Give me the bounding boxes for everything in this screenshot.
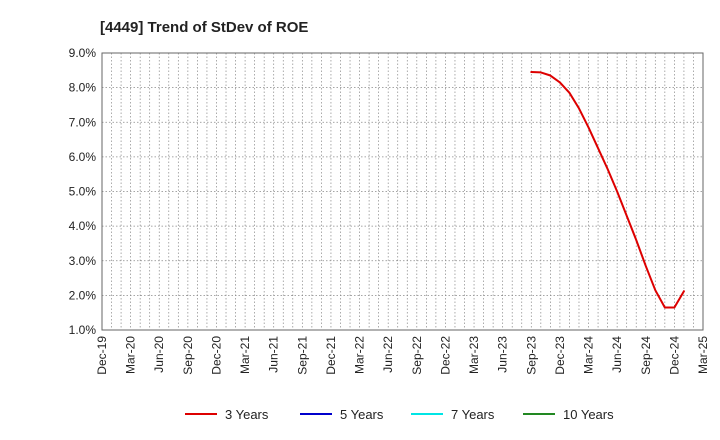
x-tick-label: Dec-24	[667, 336, 681, 375]
x-tick-label: Dec-23	[553, 336, 567, 375]
x-tick-label: Mar-24	[582, 336, 596, 374]
y-tick-label: 2.0%	[69, 288, 97, 302]
y-tick-label: 6.0%	[69, 150, 97, 164]
x-tick-label: Jun-23	[496, 336, 510, 373]
y-tick-label: 1.0%	[69, 323, 97, 337]
x-tick-label: Sep-20	[181, 336, 195, 375]
plot-frame	[101, 52, 704, 331]
x-tick-label: Dec-20	[209, 336, 223, 375]
x-tick-label: Dec-21	[324, 336, 338, 375]
legend-label: 10 Years	[563, 407, 614, 422]
x-tick-label: Mar-23	[467, 336, 481, 374]
x-tick-label: Sep-23	[524, 336, 538, 375]
plot-area: 1.0% 2.0% 3.0% 4.0% 5.0% 6.0% 7.0% 8.0% 9.0% Dec-…	[69, 46, 710, 375]
legend-label: 7 Years	[451, 407, 495, 422]
y-tick-label: 3.0%	[69, 254, 97, 268]
legend: 3 Years 5 Years 7 Years 10 Years	[185, 407, 614, 422]
legend-label: 3 Years	[225, 407, 269, 422]
x-tick-label: Jun-22	[381, 336, 395, 373]
y-tick-label: 7.0%	[69, 115, 97, 129]
y-tick-label: 9.0%	[69, 46, 97, 60]
x-tick-label: Sep-22	[410, 336, 424, 375]
series-line-3-years	[530, 71, 685, 309]
y-tick-label: 5.0%	[69, 185, 97, 199]
x-tick-label: Dec-19	[95, 336, 109, 375]
y-tick-label: 4.0%	[69, 219, 97, 233]
x-tick-label: Mar-21	[238, 336, 252, 374]
x-tick-label: Dec-22	[438, 336, 452, 375]
x-tick-label: Mar-22	[353, 336, 367, 374]
x-tick-label: Mar-20	[124, 336, 138, 374]
x-tick-label: Sep-21	[295, 336, 309, 375]
x-tick-label: Mar-25	[696, 336, 710, 374]
x-tick-label: Jun-21	[267, 336, 281, 373]
x-tick-label: Jun-20	[152, 336, 166, 373]
legend-label: 5 Years	[340, 407, 384, 422]
x-tick-label: Jun-24	[610, 336, 624, 373]
plot-background	[102, 53, 703, 330]
x-tick-label: Sep-24	[639, 336, 653, 375]
y-tick-label: 8.0%	[69, 81, 97, 95]
chart-title: [4449] Trend of StDev of ROE	[100, 19, 308, 36]
